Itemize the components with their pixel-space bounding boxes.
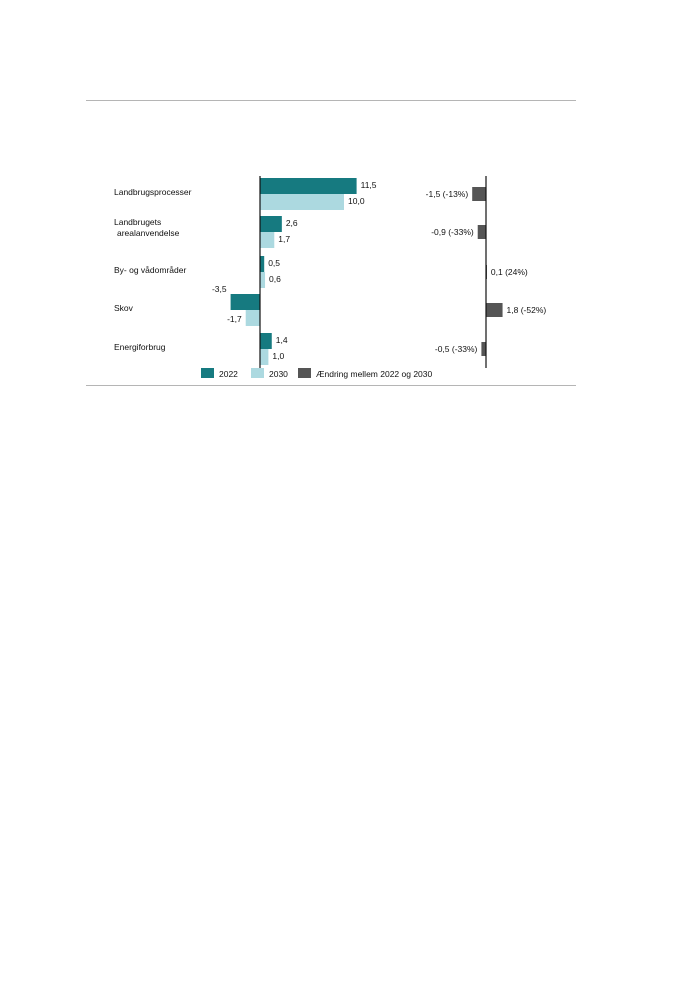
bar-2030-4 [260, 349, 269, 365]
value-label-2030-1: 1,7 [278, 234, 290, 244]
bar-2022-1 [260, 216, 282, 232]
bar-2022-2 [260, 256, 265, 272]
change-label-2: 0,1 (24%) [491, 267, 528, 277]
change-bar-0 [472, 187, 486, 201]
bar-2022-4 [260, 333, 272, 349]
change-bar-3 [486, 303, 503, 317]
value-label-2022-1: 2,6 [286, 218, 298, 228]
top-rule [86, 100, 576, 101]
value-label-2022-0: 11,5 [361, 180, 377, 190]
bar-2030-0 [260, 194, 344, 210]
change-bar-4 [481, 342, 486, 356]
value-label-2030-0: 10,0 [348, 196, 365, 206]
change-label-4: -0,5 (-33%) [435, 344, 478, 354]
value-label-2030-4: 1,0 [272, 351, 284, 361]
category-label-0-0: Landbrugsprocesser [114, 187, 192, 197]
category-label-4-0: Energiforbrug [114, 342, 166, 352]
change-label-1: -0,9 (-33%) [431, 227, 474, 237]
value-label-2030-2: 0,6 [269, 274, 281, 284]
category-label-2-0: By- og vådområder [114, 265, 186, 275]
bar-2030-1 [260, 232, 275, 248]
category-label-1-1: arealanvendelse [117, 228, 180, 238]
value-label-2022-2: 0,5 [268, 258, 280, 268]
change-label-0: -1,5 (-13%) [426, 189, 469, 199]
legend-swatch-2 [298, 368, 311, 378]
bar-2022-0 [260, 178, 357, 194]
bar-2030-3 [245, 310, 260, 326]
legend-swatch-1 [251, 368, 264, 378]
legend-label-0: 2022 [219, 369, 238, 379]
value-label-2030-3: -1,7 [227, 314, 242, 324]
bottom-rule [86, 385, 576, 386]
value-label-2022-4: 1,4 [276, 335, 288, 345]
legend-label-2: Ændring mellem 2022 og 2030 [316, 369, 433, 379]
change-bar-1 [477, 225, 486, 239]
value-label-2022-3: -3,5 [212, 284, 227, 294]
category-label-1-0: Landbrugets [114, 217, 161, 227]
legend-swatch-0 [201, 368, 214, 378]
category-label-3-0: Skov [114, 303, 134, 313]
legend-label-1: 2030 [269, 369, 288, 379]
bar-2030-2 [260, 272, 266, 288]
change-label-3: 1,8 (-52%) [507, 305, 547, 315]
bar-2022-3 [230, 294, 260, 310]
